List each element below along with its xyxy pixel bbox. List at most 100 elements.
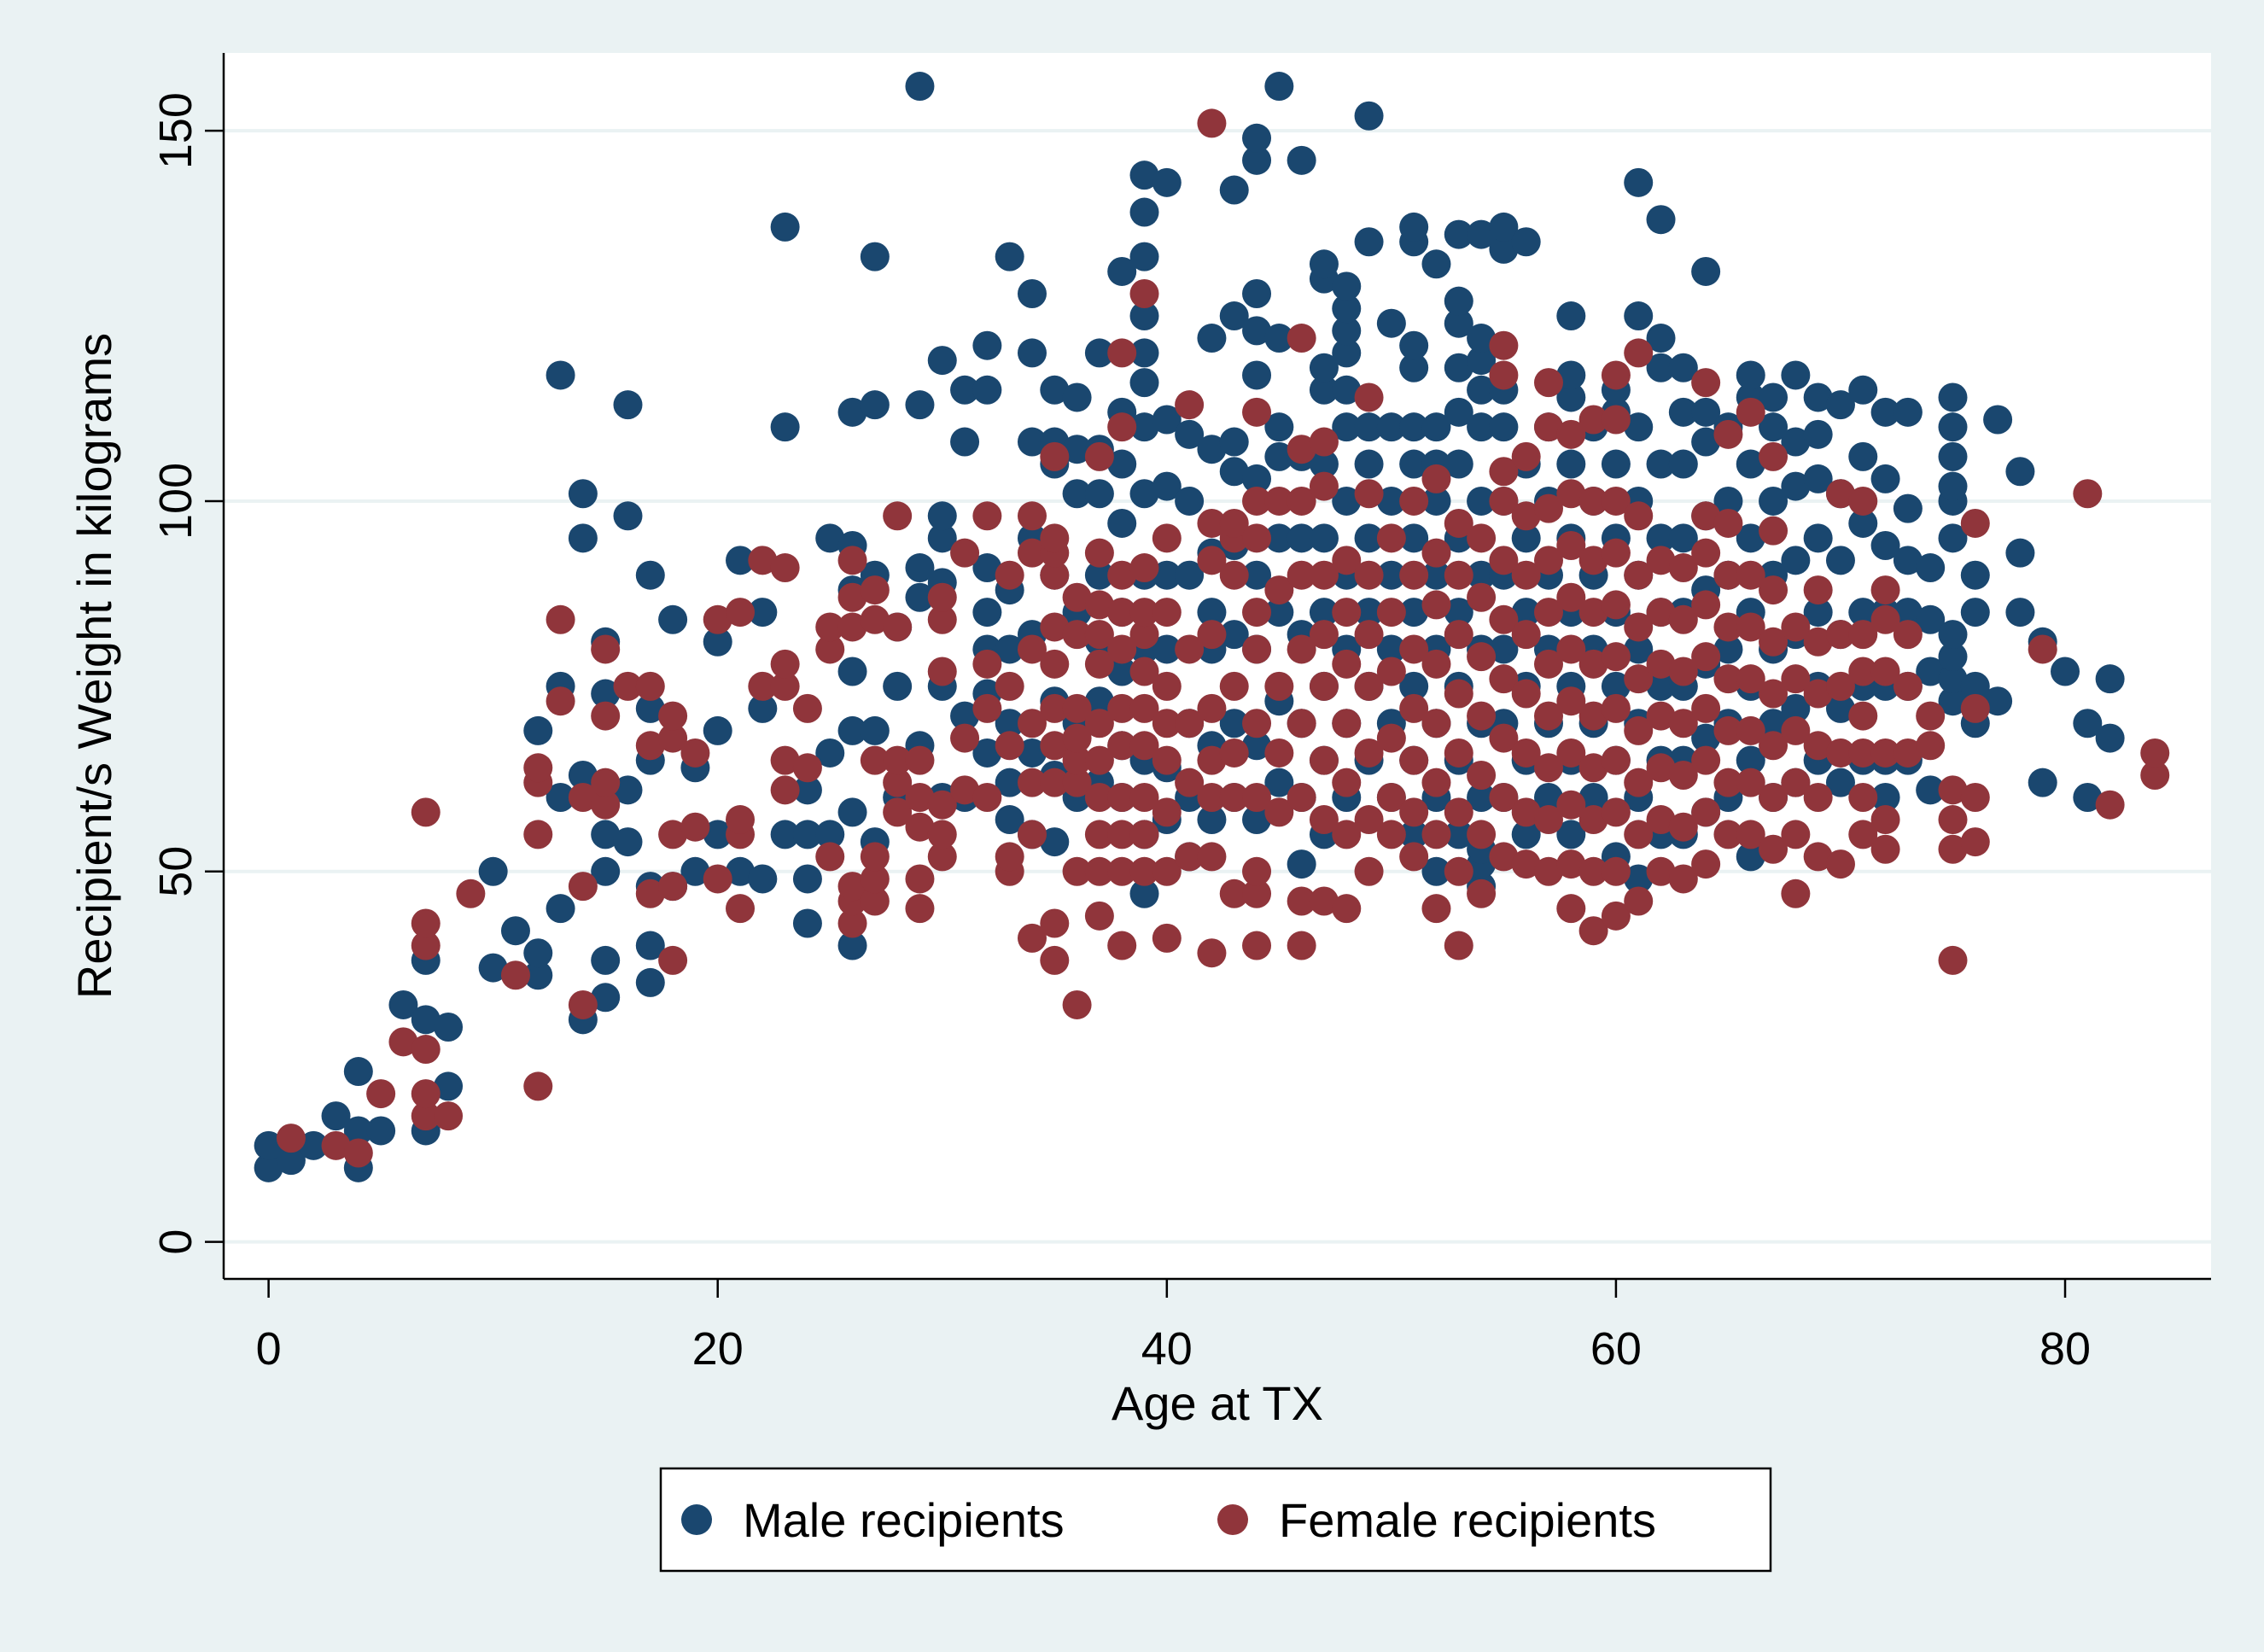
male-point	[613, 390, 643, 420]
male-point	[1264, 72, 1294, 102]
female-point	[456, 879, 486, 908]
male-point	[591, 945, 621, 975]
female-point	[1803, 627, 1833, 657]
female-point	[995, 731, 1024, 761]
male-point	[703, 820, 732, 849]
female-point	[1242, 486, 1272, 516]
male-point	[1084, 560, 1114, 590]
male-point	[1467, 219, 1497, 249]
male-point	[1916, 553, 1946, 583]
female-point	[523, 753, 553, 783]
female-point	[658, 701, 688, 731]
female-point	[748, 546, 778, 575]
male-point	[792, 908, 822, 938]
female-point	[1175, 390, 1205, 420]
female-point	[1287, 931, 1316, 960]
female-point	[1938, 834, 1968, 864]
female-point	[1129, 731, 1159, 761]
male-point	[1556, 301, 1586, 331]
male-point	[1960, 671, 1990, 701]
female-point	[1040, 693, 1070, 723]
female-point	[1084, 441, 1114, 471]
female-point	[1713, 419, 1743, 449]
female-point	[591, 634, 621, 664]
male-point	[1624, 412, 1654, 442]
female-point	[1467, 760, 1497, 790]
male-point	[1062, 435, 1092, 464]
female-point	[1646, 753, 1676, 783]
male-point	[1152, 405, 1182, 435]
male-point	[1444, 449, 1473, 479]
female-point	[1601, 486, 1631, 516]
male-point	[1376, 412, 1406, 442]
female-point	[1825, 671, 1855, 701]
male-point	[1062, 382, 1092, 412]
male-point	[1467, 486, 1497, 516]
female-point	[1152, 598, 1182, 628]
female-point	[748, 671, 778, 701]
female-point	[1534, 649, 1563, 679]
female-point	[658, 723, 688, 753]
male-point	[1916, 604, 1946, 634]
female-point	[1376, 523, 1406, 553]
female-point	[1511, 501, 1541, 531]
male-point	[1129, 368, 1159, 398]
female-point	[1916, 731, 1946, 761]
male-point	[1242, 360, 1272, 390]
male-point	[1938, 686, 1968, 716]
female-point	[1062, 989, 1092, 1019]
male-point	[1668, 353, 1698, 382]
female-point	[1017, 768, 1047, 797]
female-point	[1175, 768, 1205, 797]
male-point	[1624, 634, 1654, 664]
male-point	[972, 598, 1002, 628]
female-point	[1107, 931, 1137, 960]
female-point	[1624, 560, 1654, 590]
male-point	[905, 582, 935, 612]
male-point	[1489, 412, 1519, 442]
female-point	[1040, 560, 1070, 590]
male-point	[1017, 427, 1047, 457]
female-point	[635, 879, 665, 908]
male-point	[1444, 397, 1473, 427]
male-point	[1040, 827, 1070, 857]
female-point	[1668, 760, 1698, 790]
female-point	[1511, 560, 1541, 590]
male-point	[1601, 449, 1631, 479]
female-point	[1242, 879, 1272, 908]
female-point	[1624, 612, 1654, 642]
male-point	[1467, 560, 1497, 590]
male-point	[1467, 375, 1497, 405]
female-point	[837, 612, 867, 642]
male-point	[2005, 598, 2035, 628]
female-point	[1219, 671, 1249, 701]
male-point	[1399, 671, 1429, 701]
female-point	[500, 960, 530, 990]
male-point	[972, 330, 1002, 360]
male-point	[860, 242, 890, 271]
male-point	[1444, 353, 1473, 382]
female-point	[1287, 435, 1316, 464]
male-point	[1781, 427, 1811, 457]
female-point	[1017, 538, 1047, 568]
female-point	[1467, 642, 1497, 672]
male-point	[883, 671, 913, 701]
female-point	[1152, 671, 1182, 701]
male-point	[837, 657, 867, 686]
male-point	[1668, 397, 1698, 427]
female-point	[1578, 701, 1608, 731]
male-point	[1332, 316, 1362, 346]
legend-marker-female	[1217, 1504, 1248, 1535]
male-point	[1825, 693, 1855, 723]
female-point	[1467, 820, 1497, 849]
female-point	[1534, 368, 1563, 398]
axes	[222, 53, 2211, 1281]
female-point	[1017, 501, 1047, 531]
female-point	[1556, 479, 1586, 509]
x-tick-label: 60	[1590, 1323, 1642, 1375]
male-point	[1197, 324, 1227, 353]
male-point	[1219, 457, 1249, 487]
female-point	[837, 582, 867, 612]
female-point	[1781, 768, 1811, 797]
male-point	[995, 634, 1024, 664]
